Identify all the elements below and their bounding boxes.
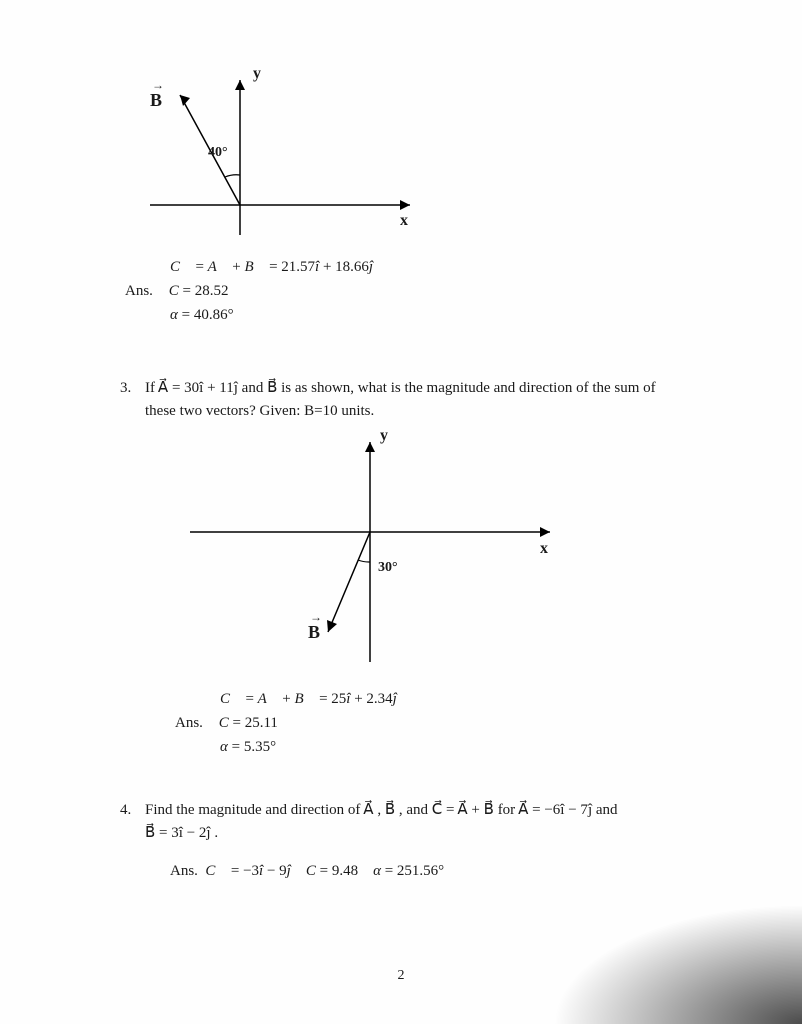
eq-alpha: α = 40.86° [170,303,702,327]
eq-alpha-3: α = 5.35° [220,735,702,759]
x-axis-label: x [400,212,408,230]
graph-problem-2: → B y x 40° [140,70,420,240]
problem-3: 3.If A⃗ = 30î + 11ĵ and B⃗ is as shown, … [120,377,702,759]
angle-30-label: 30° [378,560,398,576]
ans-line-4: Ans. C⃗ = −3î − 9ĵ C = 9.48 α = 251.56° [170,859,702,883]
arrow-over-b-3: → [310,610,322,625]
y-axis-label: y [253,65,261,83]
problem-4-text: 4.Find the magnitude and direction of A⃗… [120,799,702,844]
equations-4: Ans. C⃗ = −3î − 9ĵ C = 9.48 α = 251.56° [170,859,702,883]
equations-3: C⃗ = A⃗ + B⃗ = 25î + 2.34ĵ Ans. C = 25.1… [220,687,702,759]
page-number: 2 [398,968,405,984]
eq-c-magnitude-3: Ans. C = 25.11 [220,711,702,735]
problem-3-line2: these two vectors? Given: B=10 units. [145,400,702,423]
problem-3-text: 3.If A⃗ = 30î + 11ĵ and B⃗ is as shown, … [120,377,702,422]
angle-40-label: 40° [208,145,228,161]
scan-artifact [552,904,802,1024]
graph-problem-3: → B y x 30° [180,432,560,672]
axes-svg-3 [180,432,560,672]
x-axis-label-3: x [540,540,548,558]
vector-b-text: B [150,90,162,110]
eq-c-magnitude: Ans. C = 28.52 [170,279,702,303]
problem-4: 4.Find the magnitude and direction of A⃗… [120,799,702,883]
equations-2: C⃗ = A⃗ + B⃗ = 21.57î + 18.66ĵ Ans. C = … [170,255,702,327]
eq-c-vector-3: C⃗ = A⃗ + B⃗ = 25î + 2.34ĵ [220,687,702,711]
eq-c-vector: C⃗ = A⃗ + B⃗ = 21.57î + 18.66ĵ [170,255,702,279]
problem-4-number: 4. [120,799,145,822]
vector-b-text-3: B [308,622,320,642]
vector-b-label: → B [150,90,162,111]
problem-2-partial: → B y x 40° C⃗ = A⃗ + B⃗ = 21.57î + 18.6… [120,70,702,327]
axes-svg [140,70,420,240]
arrow-over-b: → [152,78,164,93]
y-axis-label-3: y [380,427,388,445]
problem-3-number: 3. [120,377,145,400]
vector-b-label-3: → B [308,622,320,643]
problem-4-line2: B⃗ = 3î − 2ĵ . [145,822,702,845]
